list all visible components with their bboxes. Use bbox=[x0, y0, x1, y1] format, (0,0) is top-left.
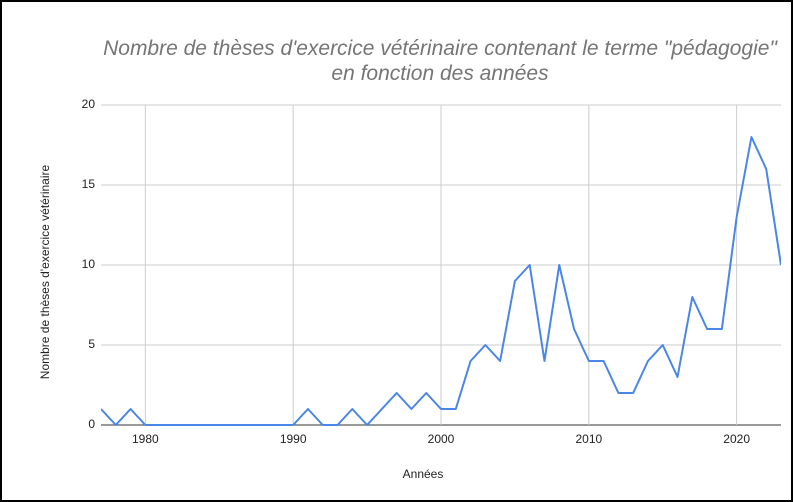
x-tick-label: 1980 bbox=[132, 432, 159, 446]
y-axis-label: Nombre de thèses d'exercice vétérinaire bbox=[38, 164, 52, 379]
data-line bbox=[101, 136, 781, 426]
y-tick-label: 20 bbox=[82, 97, 96, 111]
y-tick-label: 10 bbox=[82, 257, 96, 271]
y-tick-label: 0 bbox=[88, 417, 95, 431]
y-tick-label: 15 bbox=[82, 177, 96, 191]
x-tick-label: 2000 bbox=[428, 432, 455, 446]
chart-title: Nombre de thèses d'exercice vétérinaire … bbox=[103, 37, 777, 85]
x-tick-label: 2020 bbox=[723, 432, 750, 446]
x-tick-label: 2010 bbox=[575, 432, 602, 446]
y-tick-label: 5 bbox=[88, 337, 95, 351]
x-axis-label: Années bbox=[403, 467, 444, 481]
x-tick-label: 1990 bbox=[280, 432, 307, 446]
